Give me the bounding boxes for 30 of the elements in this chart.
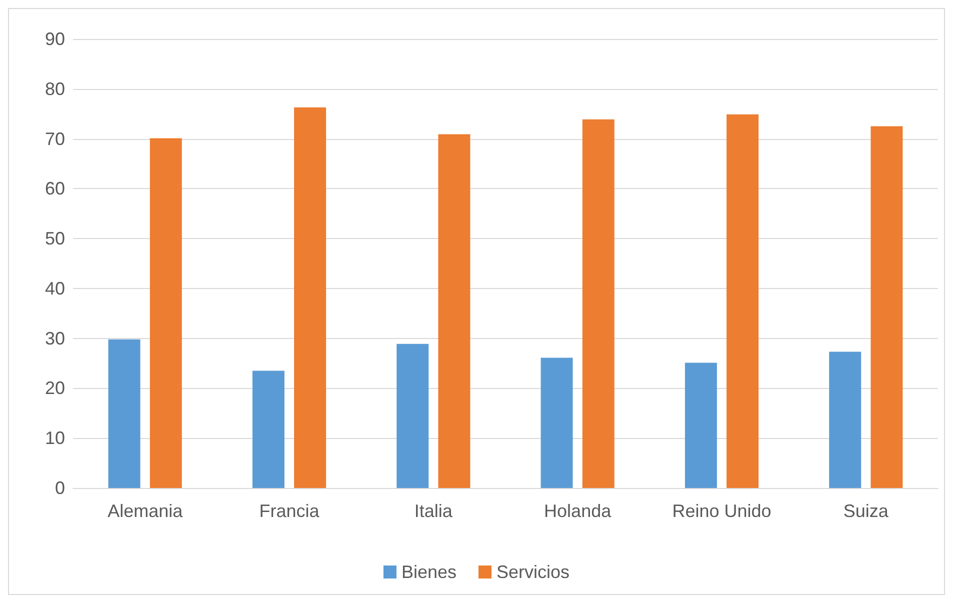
bar: [540, 358, 573, 488]
legend-label: Bienes: [401, 562, 457, 582]
x-tick-label: Reino Unido: [672, 501, 772, 521]
legend-label: Servicios: [496, 562, 570, 582]
x-tick-label: Suiza: [843, 501, 890, 521]
bar: [726, 114, 759, 488]
y-tick-label: 70: [44, 128, 65, 149]
x-tick-label: Italia: [414, 501, 454, 521]
y-tick-label: 10: [44, 428, 65, 448]
y-tick-label: 0: [54, 478, 65, 498]
bar: [829, 352, 862, 488]
bar: [870, 126, 903, 488]
x-tick-label: Alemania: [108, 501, 184, 521]
bar: [684, 362, 717, 488]
bar: [108, 339, 140, 488]
bar: [294, 107, 326, 488]
x-tick-label: Francia: [259, 501, 320, 521]
y-tick-label: 80: [44, 78, 65, 99]
x-tick-label: Holanda: [544, 501, 612, 521]
bar: [396, 344, 429, 488]
y-tick-label: 40: [44, 278, 65, 298]
y-tick-label: 90: [44, 29, 65, 49]
y-tick-label: 50: [44, 228, 65, 249]
bar: [438, 134, 470, 488]
y-tick-label: 30: [44, 328, 65, 348]
y-tick-label: 20: [44, 378, 65, 398]
bar: [252, 370, 284, 488]
y-tick-label: 60: [44, 178, 65, 199]
bar: [150, 138, 182, 488]
bar: [582, 119, 614, 488]
